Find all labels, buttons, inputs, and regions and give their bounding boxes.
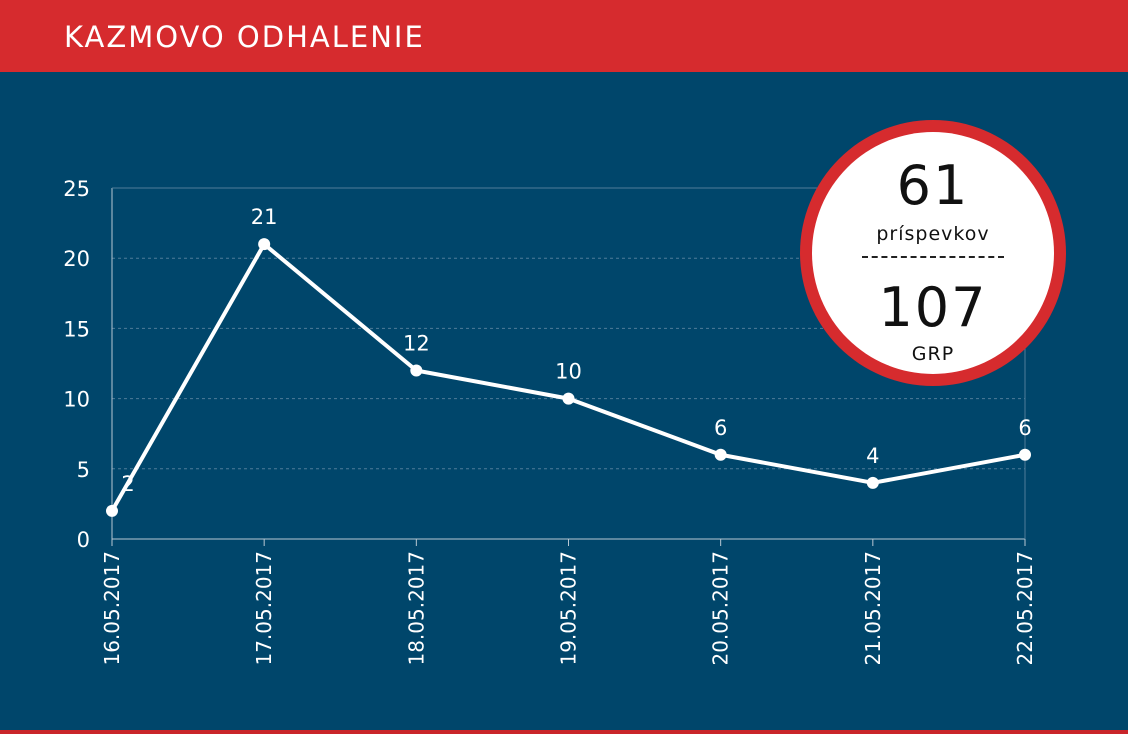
data-point	[1019, 448, 1031, 461]
data-label: 21	[251, 205, 278, 229]
header-bar: KAZMOVO ODHALENIE	[0, 0, 1128, 72]
data-label: 6	[1018, 416, 1031, 440]
data-label: 2	[121, 472, 134, 496]
y-tick-label: 15	[63, 317, 90, 341]
data-point	[258, 238, 271, 251]
badge-divider	[862, 256, 1004, 258]
data-point	[410, 364, 423, 377]
x-tick-label: 17.05.2017	[252, 551, 276, 666]
data-label: 10	[555, 360, 582, 384]
y-tick-label: 5	[77, 458, 90, 482]
y-tick-label: 0	[77, 528, 90, 552]
x-tick-label: 19.05.2017	[557, 551, 581, 666]
x-tick-label: 16.05.2017	[100, 551, 124, 666]
summary-badge: 61 príspevkov 107 GRP	[800, 120, 1066, 386]
y-tick-label: 25	[63, 177, 90, 201]
y-tick-label: 20	[63, 247, 90, 271]
x-tick-label: 20.05.2017	[709, 551, 733, 666]
data-label: 6	[714, 416, 727, 440]
data-label: 12	[403, 332, 430, 356]
x-tick-label: 21.05.2017	[861, 551, 885, 666]
data-point	[866, 476, 879, 489]
summary-badge-inner: 61 príspevkov 107 GRP	[812, 132, 1054, 374]
y-tick-label: 10	[63, 388, 90, 412]
data-point	[562, 392, 575, 405]
posts-count: 61	[896, 154, 970, 217]
data-point	[714, 448, 727, 461]
x-tick-label: 18.05.2017	[404, 551, 428, 666]
grp-count: 107	[878, 276, 988, 339]
bottom-strip	[0, 730, 1128, 734]
data-point	[106, 504, 118, 517]
data-label: 4	[866, 444, 879, 468]
posts-label: príspevkov	[876, 223, 990, 245]
grp-label: GRP	[911, 343, 955, 365]
x-tick-label: 22.05.2017	[1013, 551, 1037, 666]
page-title: KAZMOVO ODHALENIE	[64, 20, 425, 54]
